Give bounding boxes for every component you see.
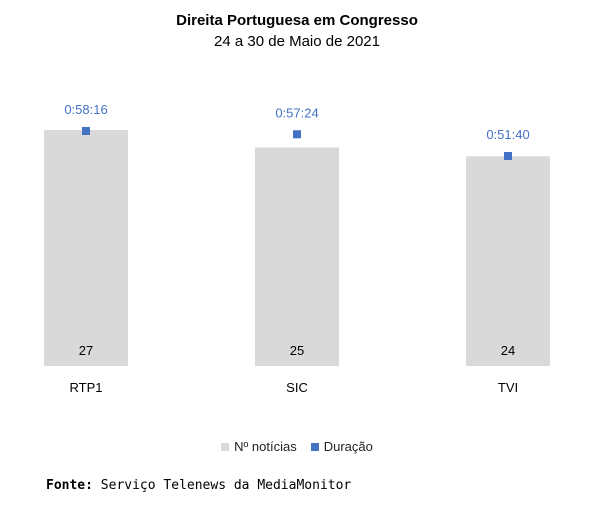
legend-swatch-duration <box>310 442 319 451</box>
source-note: Fonte: Serviço Telenews da MediaMonitor <box>46 478 351 493</box>
duration-label-sic: 0:57:24 <box>275 105 318 120</box>
legend-label-duration: Duração <box>323 439 373 454</box>
duration-label-tvi: 0:51:40 <box>486 127 529 142</box>
legend-swatch-news-count <box>221 442 230 451</box>
bar-value-label-tvi: 24 <box>501 343 515 358</box>
duration-point-tvi <box>504 152 512 160</box>
bar-sic <box>255 147 339 366</box>
bar-value-label-sic: 25 <box>290 343 304 358</box>
source-label: Fonte: <box>46 478 93 493</box>
chart-title: Direita Portuguesa em Congresso <box>176 12 418 29</box>
category-label-sic: SIC <box>286 380 308 395</box>
chart-subtitle: 24 a 30 de Maio de 2021 <box>214 33 380 50</box>
legend-label-news-count: Nº notícias <box>234 439 297 454</box>
legend-item-news-count: Nº notícias <box>221 439 297 454</box>
duration-label-rtp1: 0:58:16 <box>64 102 107 117</box>
chart-legend: Nº notícias Duração <box>0 439 594 454</box>
duration-point-sic <box>293 130 301 139</box>
bar-value-label-rtp1: 27 <box>79 343 93 358</box>
legend-item-duration: Duração <box>310 439 373 454</box>
duration-point-rtp1 <box>82 127 90 135</box>
bar-tvi <box>466 156 550 366</box>
source-text: Serviço Telenews da MediaMonitor <box>100 478 352 493</box>
category-label-tvi: TVI <box>498 380 518 395</box>
bar-rtp1 <box>44 130 128 366</box>
category-label-rtp1: RTP1 <box>70 380 103 395</box>
